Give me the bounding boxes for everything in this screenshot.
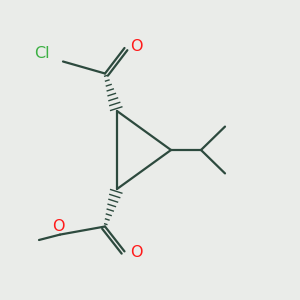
- Text: Cl: Cl: [34, 46, 50, 61]
- Text: O: O: [130, 39, 143, 54]
- Text: O: O: [130, 245, 143, 260]
- Text: O: O: [52, 219, 65, 234]
